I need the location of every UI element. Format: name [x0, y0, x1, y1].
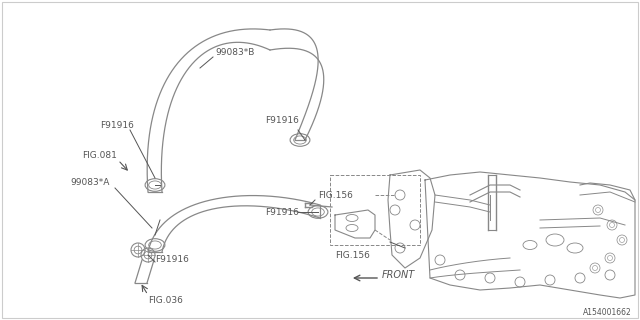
Text: F91916: F91916: [265, 116, 299, 125]
Text: FIG.036: FIG.036: [148, 296, 183, 305]
Text: 99083*A: 99083*A: [70, 178, 109, 187]
Text: FIG.156: FIG.156: [335, 251, 370, 260]
Text: F91916: F91916: [155, 255, 189, 264]
Text: F91916: F91916: [100, 121, 134, 130]
Text: 99083*B: 99083*B: [215, 48, 254, 57]
Text: F91916: F91916: [265, 208, 299, 217]
Text: A154001662: A154001662: [583, 308, 632, 317]
Text: FRONT: FRONT: [382, 270, 415, 280]
Text: FIG.081: FIG.081: [82, 151, 117, 160]
Text: FIG.156: FIG.156: [318, 191, 353, 200]
